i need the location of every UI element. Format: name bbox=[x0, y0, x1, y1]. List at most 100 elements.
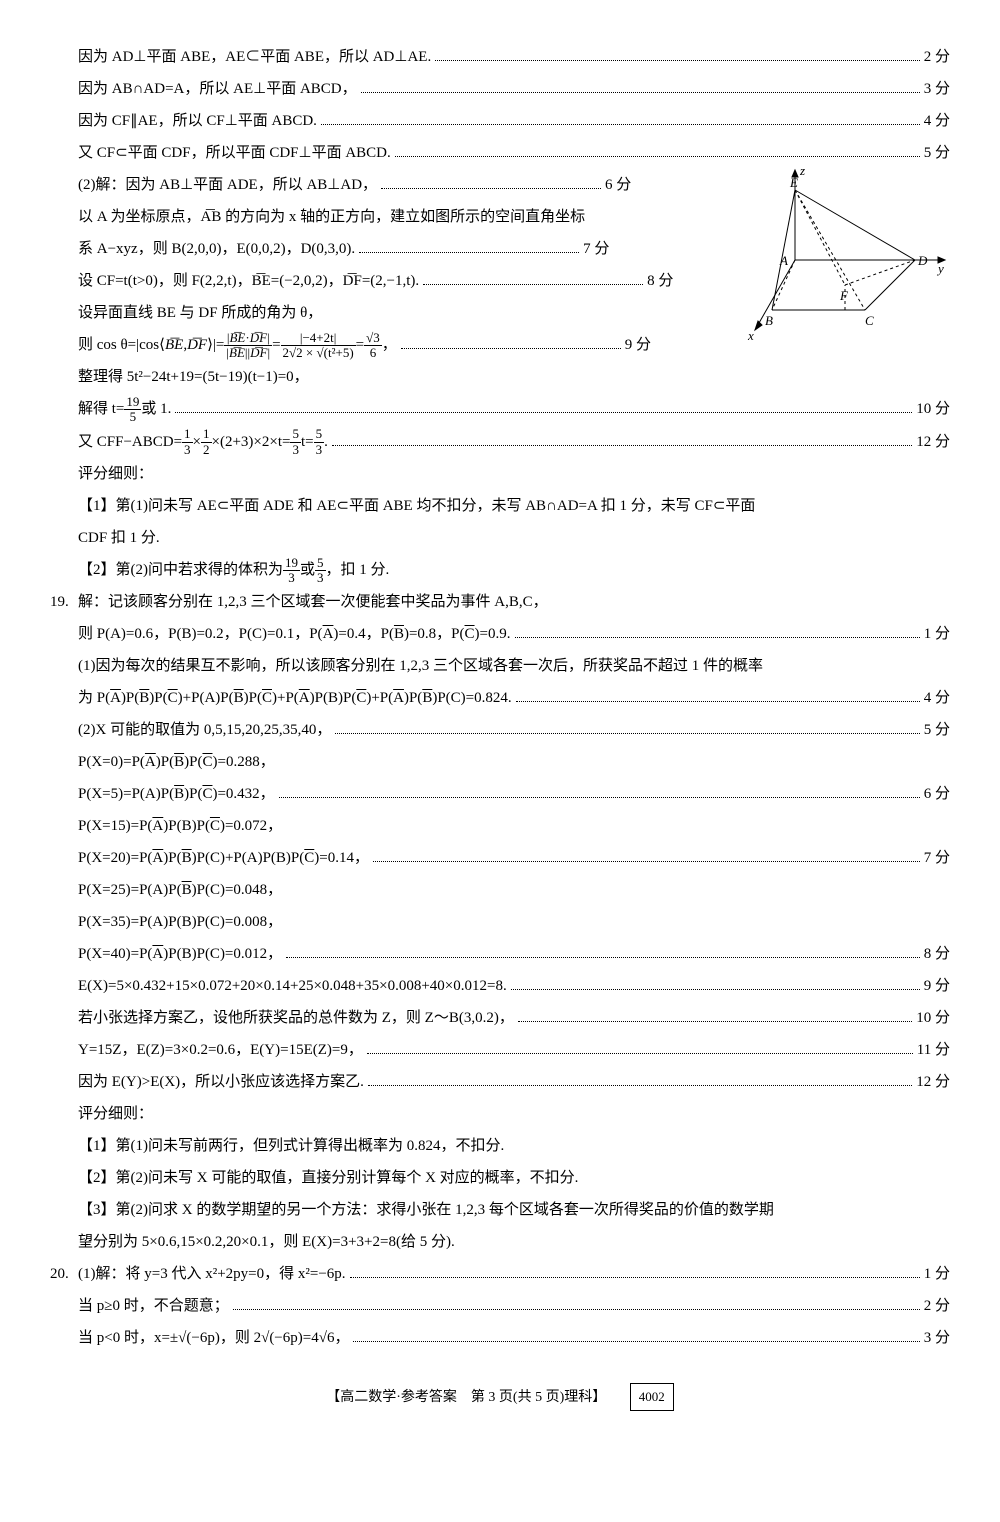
score-label: 9 分 bbox=[924, 971, 950, 1001]
score-label: 1 分 bbox=[924, 1259, 950, 1289]
score-label: 12 分 bbox=[916, 427, 950, 457]
leader-dots bbox=[381, 188, 601, 189]
solution-line: P(X=5)=P(A)P(B)P(C)=0.432， 6 分 bbox=[50, 779, 950, 809]
solution-line: 因为 CF∥AE，所以 CF⊥平面 ABCD. 4 分 bbox=[50, 106, 950, 136]
line-content: 望分别为 5×0.6,15×0.2,20×0.1，则 E(X)=3+3+2=8(… bbox=[78, 1227, 455, 1257]
solution-line: 评分细则： bbox=[50, 1099, 950, 1129]
vertex-A-label: A bbox=[779, 253, 788, 268]
leader-dots bbox=[350, 1277, 920, 1278]
line-content: 因为 CF∥AE，所以 CF⊥平面 ABCD. bbox=[78, 106, 317, 136]
solution-line: 当 p≥0 时，不合题意；2 分 bbox=[50, 1291, 950, 1321]
leader-dots bbox=[395, 156, 920, 157]
score-label: 11 分 bbox=[917, 1035, 950, 1065]
score-label: 5 分 bbox=[924, 138, 950, 168]
line-content: 系 A−xyz，则 B(2,0,0)，E(0,0,2)，D(0,3,0). bbox=[78, 234, 355, 264]
line-content: 为 P(A)P(B)P(C)+P(A)P(B)P(C)+P(A)P(B)P(C)… bbox=[78, 683, 512, 713]
line-content: 当 p≥0 时，不合题意； bbox=[78, 1291, 229, 1321]
line-content: 【1】第(1)问未写前两行，但列式计算得出概率为 0.824，不扣分. bbox=[78, 1131, 504, 1161]
line-content: 因为 AD⊥平面 ABE，AE⊂平面 ABE，所以 AD⊥AE. bbox=[78, 42, 431, 72]
line-content: 当 p<0 时，x=±√(−6p)，则 2√(−6p)=4√6， bbox=[78, 1323, 349, 1353]
score-label: 10 分 bbox=[916, 1003, 950, 1033]
leader-dots bbox=[435, 60, 920, 61]
line-content: P(X=40)=P(A)P(B)P(C)=0.012， bbox=[78, 939, 282, 969]
solution-line: 【1】第(1)问未写 AE⊂平面 ADE 和 AE⊂平面 ABE 均不扣分，未写… bbox=[50, 491, 950, 521]
line-content: CDF 扣 1 分. bbox=[78, 523, 160, 553]
score-label: 12 分 bbox=[916, 1067, 950, 1097]
score-label: 4 分 bbox=[924, 106, 950, 136]
line-content: 则 P(A)=0.6，P(B)=0.2，P(C)=0.1，P(A)=0.4，P(… bbox=[78, 619, 511, 649]
axis-z-label: z bbox=[799, 165, 805, 178]
score-label: 8 分 bbox=[647, 266, 673, 296]
leader-dots bbox=[367, 1053, 913, 1054]
line-content: P(X=15)=P(A)P(B)P(C)=0.072， bbox=[78, 811, 282, 841]
line-content: Y=15Z，E(Z)=3×0.2=0.6，E(Y)=15E(Z)=9， bbox=[78, 1035, 363, 1065]
leader-dots bbox=[423, 284, 643, 285]
footer-code: 4002 bbox=[630, 1383, 674, 1411]
line-content: 若小张选择方案乙，设他所获奖品的总件数为 Z，则 Z～B(3,0.2)， bbox=[78, 1003, 514, 1033]
leader-dots bbox=[233, 1309, 920, 1310]
line-content: 则 cos θ=|cos⟨B͞E,D͞F⟩|=|B͞E·D͞F||B͞E||D͞… bbox=[78, 330, 397, 360]
line-content: 设 CF=t(t>0)，则 F(2,2,t)，B͞E=(−2,0,2)，D͞F=… bbox=[78, 266, 419, 296]
score-label: 3 分 bbox=[924, 74, 950, 104]
leader-dots bbox=[401, 348, 621, 349]
solution-line: 19.解：记该顾客分别在 1,2,3 三个区域套一次便能套中奖品为事件 A,B,… bbox=[50, 587, 950, 617]
solution-line: (2)X 可能的取值为 0,5,15,20,25,35,40，5 分 bbox=[50, 715, 950, 745]
solution-line: P(X=25)=P(A)P(B)P(C)=0.048， bbox=[50, 875, 950, 905]
leader-dots bbox=[175, 412, 912, 413]
score-label: 6 分 bbox=[924, 779, 950, 809]
score-label: 9 分 bbox=[625, 330, 651, 360]
line-content: 评分细则： bbox=[78, 459, 153, 489]
leader-dots bbox=[279, 797, 920, 798]
line-content: 解：记该顾客分别在 1,2,3 三个区域套一次便能套中奖品为事件 A,B,C， bbox=[78, 587, 548, 617]
leader-dots bbox=[335, 733, 919, 734]
line-content: 因为 E(Y)>E(X)，所以小张应该选择方案乙. bbox=[78, 1067, 364, 1097]
solution-line: 解得 t=195或 1. 10 分 bbox=[50, 394, 950, 424]
geometry-figure: z E A D y F B C x bbox=[740, 165, 950, 355]
question-number: 19. bbox=[50, 587, 78, 617]
leader-dots bbox=[511, 989, 920, 990]
solution-line: 因为 E(Y)>E(X)，所以小张应该选择方案乙. 12 分 bbox=[50, 1067, 950, 1097]
line-content: 因为 AB∩AD=A，所以 AE⊥平面 ABCD， bbox=[78, 74, 357, 104]
question-number: 20. bbox=[50, 1259, 78, 1289]
line-content: 设异面直线 BE 与 DF 所成的角为 θ， bbox=[78, 298, 322, 328]
line-content: 【2】第(2)问中若求得的体积为193或53，扣 1 分. bbox=[78, 555, 389, 585]
solution-line: 又 CFF−ABCD=13×12×(2+3)×2×t=53t=53.12 分 bbox=[50, 427, 950, 457]
solution-line: Y=15Z，E(Z)=3×0.2=0.6，E(Y)=15E(Z)=9， 11 分 bbox=[50, 1035, 950, 1065]
vertex-E-label: E bbox=[789, 175, 798, 190]
line-content: 【3】第(2)问求 X 的数学期望的另一个方法：求得小张在 1,2,3 每个区域… bbox=[78, 1195, 774, 1225]
leader-dots bbox=[353, 1341, 919, 1342]
solution-line: P(X=35)=P(A)P(B)P(C)=0.008， bbox=[50, 907, 950, 937]
solution-line: E(X)=5×0.432+15×0.072+20×0.14+25×0.048+3… bbox=[50, 971, 950, 1001]
score-label: 7 分 bbox=[924, 843, 950, 873]
solution-line: 整理得 5t²−24t+19=(5t−19)(t−1)=0， bbox=[50, 362, 950, 392]
leader-dots bbox=[515, 637, 920, 638]
score-label: 10 分 bbox=[916, 394, 950, 424]
solution-line: 望分别为 5×0.6,15×0.2,20×0.1，则 E(X)=3+3+2=8(… bbox=[50, 1227, 950, 1257]
vertex-D-label: D bbox=[917, 253, 928, 268]
leader-dots bbox=[286, 957, 920, 958]
leader-dots bbox=[373, 861, 920, 862]
line-content: (1)解：将 y=3 代入 x²+2py=0，得 x²=−6p. bbox=[78, 1259, 346, 1289]
line-content: 【2】第(2)问未写 X 可能的取值，直接分别计算每个 X 对应的概率，不扣分. bbox=[78, 1163, 578, 1193]
solution-line: 为 P(A)P(B)P(C)+P(A)P(B)P(C)+P(A)P(B)P(C)… bbox=[50, 683, 950, 713]
solution-line: 【2】第(2)问中若求得的体积为193或53，扣 1 分. bbox=[50, 555, 950, 585]
solution-line: P(X=20)=P(A)P(B)P(C)+P(A)P(B)P(C)=0.14，7… bbox=[50, 843, 950, 873]
score-label: 3 分 bbox=[924, 1323, 950, 1353]
line-content: P(X=35)=P(A)P(B)P(C)=0.008， bbox=[78, 907, 282, 937]
leader-dots bbox=[359, 252, 579, 253]
line-content: 整理得 5t²−24t+19=(5t−19)(t−1)=0， bbox=[78, 362, 309, 392]
solution-line: 【3】第(2)问求 X 的数学期望的另一个方法：求得小张在 1,2,3 每个区域… bbox=[50, 1195, 950, 1225]
page-footer: 【高二数学·参考答案 第 3 页(共 5 页)理科】 4002 bbox=[50, 1383, 950, 1412]
line-content: 解得 t=195或 1. bbox=[78, 394, 171, 424]
leader-dots bbox=[518, 1021, 912, 1022]
line-content: 评分细则： bbox=[78, 1099, 153, 1129]
line-content: E(X)=5×0.432+15×0.072+20×0.14+25×0.048+3… bbox=[78, 971, 507, 1001]
solution-line: 20.(1)解：将 y=3 代入 x²+2py=0，得 x²=−6p. 1 分 bbox=[50, 1259, 950, 1289]
score-label: 1 分 bbox=[924, 619, 950, 649]
solution-line: (1)因为每次的结果互不影响，所以该顾客分别在 1,2,3 三个区域各套一次后，… bbox=[50, 651, 950, 681]
score-label: 6 分 bbox=[605, 170, 631, 200]
line-content: P(X=0)=P(A)P(B)P(C)=0.288， bbox=[78, 747, 275, 777]
solution-line: 则 P(A)=0.6，P(B)=0.2，P(C)=0.1，P(A)=0.4，P(… bbox=[50, 619, 950, 649]
leader-dots bbox=[361, 92, 920, 93]
line-content: P(X=5)=P(A)P(B)P(C)=0.432， bbox=[78, 779, 275, 809]
